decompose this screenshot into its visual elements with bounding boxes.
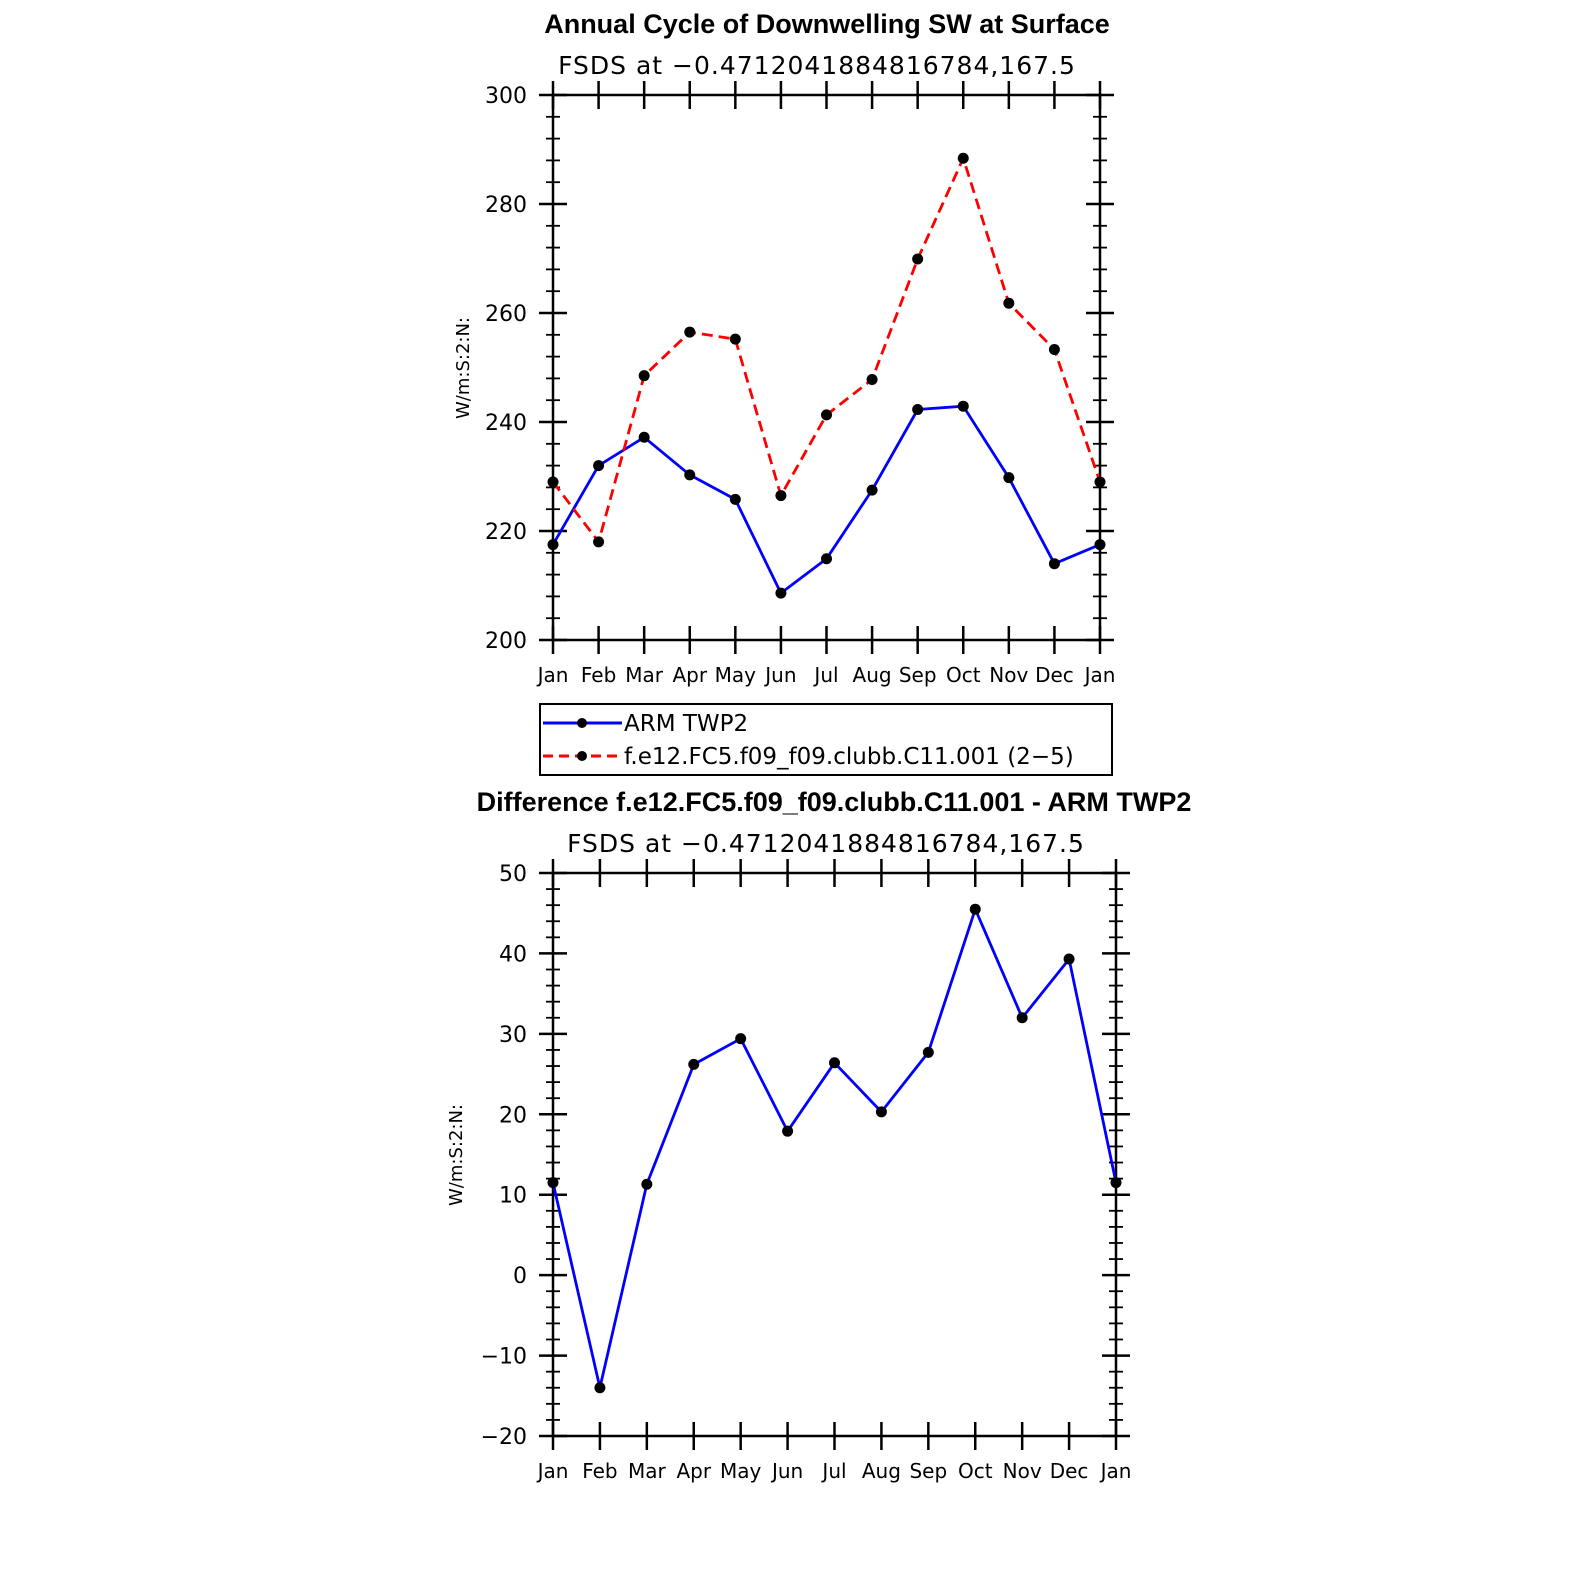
top-ytick-label: 260 — [485, 302, 527, 327]
top-series-1-point — [866, 373, 878, 385]
top-series-0-point — [1048, 558, 1060, 570]
top-series-0-point — [593, 460, 605, 472]
top-xtick-label: Sep — [899, 663, 937, 687]
bottom-xtick-label: Jan — [1099, 1459, 1132, 1483]
top-series-line-1 — [551, 156, 1102, 544]
bottom-ytick-label: 0 — [513, 1264, 527, 1289]
bottom-xtick-label: Mar — [628, 1459, 667, 1483]
top-series-line-0 — [551, 404, 1101, 595]
legend: ARM TWP2 f.e12.FC5.f09_f09.clubb.C11.001… — [539, 703, 1113, 776]
bottom-ytick-label: 50 — [499, 862, 527, 887]
top-xtick-label: Jan — [536, 663, 569, 687]
bottom-xtick-label: Jul — [820, 1459, 846, 1483]
bottom-plot-area: −20 −10 0 10 20 30 40 50 Jan Feb Mar Apr May Jun Jul Au… — [481, 859, 1132, 1483]
legend-marker-arm — [577, 718, 587, 728]
bottom-series-0-point — [547, 1177, 559, 1189]
bottom-xtick-label: May — [720, 1459, 762, 1483]
top-xtick-label: Jul — [812, 663, 838, 687]
bottom-chart-title: Difference f.e12.FC5.f09_f09.clubb.C11.0… — [477, 787, 1192, 817]
top-plot-area: 200 220 240 260 280 300 Jan Feb Mar Apr May Jun Jul A… — [485, 81, 1115, 687]
top-series-1-point — [912, 253, 924, 265]
top-series-1-point — [957, 152, 969, 164]
top-chart-ylabel: W/m:S:2:N: — [453, 317, 474, 419]
top-series-1-point — [593, 536, 605, 548]
top-xtick-label: Jun — [763, 663, 796, 687]
bottom-series-line-0 — [551, 907, 1118, 1390]
top-xtick-label: Mar — [625, 663, 664, 687]
top-series-0-point — [1003, 472, 1015, 484]
bottom-plot-frame — [551, 871, 1118, 1438]
top-series-0-point — [957, 400, 969, 412]
bottom-xtick-label: Aug — [862, 1459, 901, 1483]
bottom-chart-subtitle: FSDS at −0.4712041884816784,167.5 — [567, 829, 1085, 858]
bottom-series-0-point — [1016, 1012, 1028, 1024]
top-series-0-point — [638, 431, 650, 443]
bottom-xtick-label: Jun — [770, 1459, 803, 1483]
legend-box — [539, 703, 1113, 776]
bottom-series-0-point — [1110, 1177, 1122, 1189]
top-series-1-point — [1003, 297, 1015, 309]
top-xtick-label: May — [715, 663, 757, 687]
bottom-xtick-label: Dec — [1050, 1459, 1089, 1483]
bottom-series-0-point — [922, 1046, 934, 1058]
bottom-ytick-label: −10 — [481, 1345, 527, 1370]
top-ytick-label: 280 — [485, 193, 527, 218]
bottom-xtick-label: Sep — [909, 1459, 947, 1483]
top-xtick-label: Jan — [1083, 663, 1116, 687]
top-series-0-point — [866, 484, 878, 496]
top-series-0-point — [821, 553, 832, 565]
top-series-1-point — [821, 409, 832, 421]
bottom-series-0-point — [969, 903, 981, 915]
bottom-ytick-label: 40 — [499, 942, 527, 967]
top-series-0-point — [912, 403, 924, 415]
legend-marker-model — [577, 751, 587, 761]
top-series-1-point — [638, 370, 650, 382]
top-chart-title: Annual Cycle of Downwelling SW at Surfac… — [544, 9, 1110, 39]
bottom-series-0-point — [594, 1382, 606, 1394]
bottom-series-0-point — [829, 1057, 840, 1069]
top-ytick-label: 200 — [485, 629, 527, 654]
bottom-series-0-point — [1063, 953, 1075, 965]
bottom-xtick-label: Apr — [676, 1459, 711, 1483]
bottom-xtick-label: Feb — [582, 1459, 617, 1483]
top-ytick-label: 220 — [485, 520, 527, 545]
legend-label-arm: ARM TWP2 — [624, 711, 748, 737]
bottom-ytick-label: −20 — [481, 1425, 527, 1450]
bottom-series-0-point — [688, 1058, 700, 1070]
top-xtick-label: Apr — [672, 663, 707, 687]
bottom-ytick-label: 20 — [499, 1103, 527, 1128]
bottom-xtick-label: Nov — [1003, 1459, 1042, 1483]
bottom-xtick-label: Jan — [536, 1459, 569, 1483]
bottom-series-0-point — [735, 1033, 747, 1045]
bottom-series-0-point — [782, 1125, 794, 1137]
top-series-1-point — [1048, 344, 1060, 356]
top-xtick-label: Aug — [853, 663, 892, 687]
top-series-1-point — [775, 490, 787, 502]
top-chart-subtitle: FSDS at −0.4712041884816784,167.5 — [558, 51, 1076, 80]
top-series-1-point — [1094, 476, 1106, 488]
bottom-ytick-label: 10 — [499, 1184, 527, 1209]
top-ytick-label: 240 — [485, 411, 527, 436]
top-series-0-point — [684, 469, 696, 481]
top-series-1-point — [729, 333, 741, 345]
bottom-chart-ylabel: W/m:S:2:N: — [446, 1104, 467, 1206]
top-xtick-label: Feb — [581, 663, 616, 687]
bottom-xtick-label: Oct — [958, 1459, 993, 1483]
top-xtick-label: Nov — [989, 663, 1028, 687]
top-series-0-point — [547, 539, 559, 551]
top-series-1-point — [684, 326, 696, 338]
bottom-ytick-label: 30 — [499, 1023, 527, 1048]
top-series-0-point — [1094, 539, 1106, 551]
top-xtick-label: Oct — [946, 663, 981, 687]
top-series-0-point — [775, 587, 787, 599]
legend-label-model: f.e12.FC5.f09_f09.clubb.C11.001 (2−5) — [624, 744, 1074, 770]
bottom-series-0-point — [875, 1106, 887, 1118]
top-ytick-label: 300 — [485, 84, 527, 109]
top-series-0-point — [729, 493, 741, 505]
top-xtick-label: Dec — [1035, 663, 1074, 687]
top-series-1-point — [547, 476, 559, 488]
bottom-series-0-point — [641, 1178, 653, 1190]
